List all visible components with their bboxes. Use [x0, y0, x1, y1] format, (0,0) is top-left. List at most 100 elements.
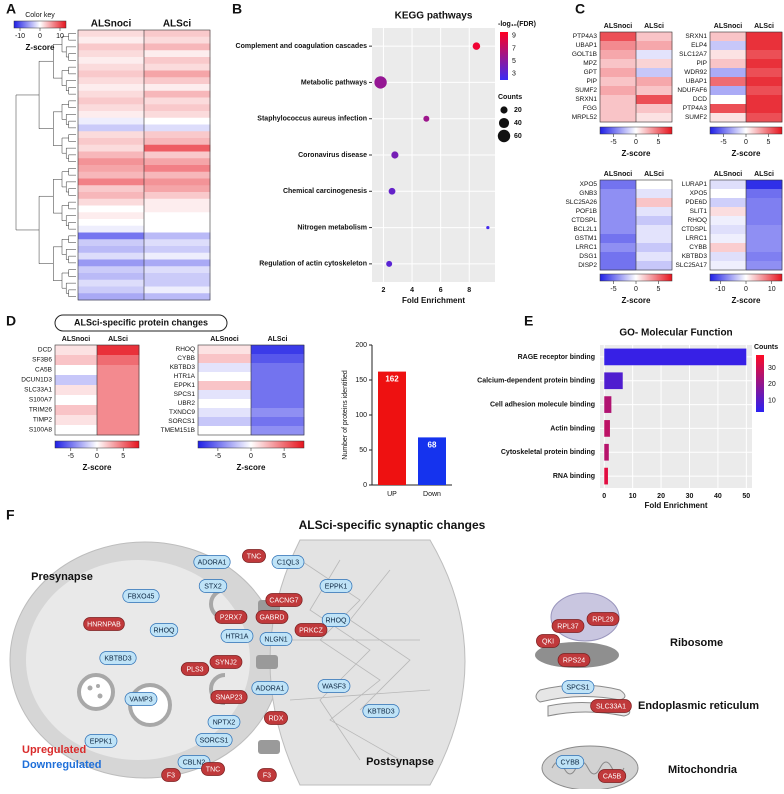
- heat-cell: [144, 57, 211, 65]
- panel-label: C: [575, 1, 585, 17]
- heat-cell: [55, 405, 98, 416]
- row-label: PTP4A3: [683, 105, 708, 112]
- heat-cell: [251, 381, 305, 391]
- x-tick-label: 6: [439, 287, 443, 294]
- group-title: ALSci-specific protein changes: [74, 317, 208, 327]
- heat-cell: [710, 198, 747, 208]
- heat-cell: [78, 225, 145, 233]
- heat-cell: [78, 286, 145, 294]
- heat-cell: [144, 286, 211, 294]
- protein-label: FBXO45: [128, 593, 155, 600]
- y-tick-label: Complement and coagulation cascades: [236, 43, 368, 50]
- heat-cell: [710, 104, 747, 114]
- heat-cell: [746, 198, 783, 208]
- heat-cell: [746, 32, 783, 42]
- heat-cell: [78, 70, 145, 78]
- y-tick-label: Staphylococcus aureus infection: [257, 116, 367, 123]
- compartment-label: Mitochondria: [668, 764, 738, 776]
- protein-down: [321, 613, 351, 627]
- y-tick-label: Cell adhesion molecule binding: [490, 401, 595, 408]
- heat-cell: [78, 124, 145, 132]
- vesicle-content: [97, 693, 103, 699]
- dendrogram: [65, 282, 76, 294]
- size-key-label: 60: [514, 133, 522, 140]
- colorbar: [13, 20, 67, 29]
- row-label: MRPL52: [572, 114, 598, 121]
- heat-cell: [144, 205, 211, 213]
- colorbar: [709, 126, 783, 135]
- protein-up: [214, 610, 248, 624]
- dendrogram: [68, 134, 76, 142]
- dendrogram: [68, 87, 76, 95]
- heat-cell: [78, 90, 145, 98]
- heat-cell: [746, 41, 783, 51]
- x-tick-label: 30: [686, 493, 694, 500]
- heat-cell: [97, 425, 140, 436]
- heat-cell: [636, 41, 673, 51]
- heat-cell: [144, 246, 211, 254]
- heat-cell: [78, 212, 145, 220]
- heat-cell: [198, 417, 252, 427]
- protein-up: [209, 655, 243, 669]
- heat-cell: [78, 84, 145, 92]
- heat-cell: [636, 77, 673, 87]
- heat-cell: [251, 372, 305, 382]
- legend-title: Counts: [754, 344, 778, 351]
- heat-cell: [636, 252, 673, 262]
- dendrogram: [65, 114, 76, 125]
- heat-cell: [144, 124, 211, 132]
- protein-label: WASF3: [322, 683, 346, 690]
- heat-cell: [198, 354, 252, 364]
- protein-up: [255, 610, 289, 624]
- protein-up: [551, 619, 585, 633]
- colorbar-tick-label: -5: [610, 286, 616, 293]
- row-label: UBR2: [178, 400, 196, 407]
- heat-cell: [600, 59, 637, 69]
- heat-cell: [746, 59, 783, 69]
- colorbar-tick-label: -5: [68, 453, 74, 460]
- colorbar-tick-label: 5: [512, 58, 516, 65]
- heat-cell: [636, 189, 673, 199]
- heat-cell: [600, 95, 637, 105]
- protein-label: PLS3: [186, 666, 203, 673]
- protein-down: [84, 734, 118, 748]
- point: [472, 42, 481, 50]
- protein-label: VAMP3: [129, 696, 152, 703]
- heat-cell: [144, 158, 211, 166]
- protein-up: [161, 768, 181, 782]
- heat-cell: [97, 375, 140, 386]
- heat-cell: [710, 41, 747, 51]
- heat-cell: [710, 234, 747, 244]
- column-label: ALSnoci: [714, 171, 742, 178]
- x-tick-label: 50: [742, 493, 750, 500]
- protein-label: TNC: [247, 553, 261, 560]
- heat-cell: [144, 138, 211, 146]
- bar: [604, 396, 612, 413]
- protein-label: CYBB: [560, 759, 579, 766]
- column-label: ALSnoci: [714, 23, 742, 30]
- protein-label: PRKCZ: [299, 627, 323, 634]
- heat-cell: [251, 345, 305, 355]
- legend-title: -log₁₀(FDR): [498, 21, 536, 28]
- heat-cell: [198, 372, 252, 382]
- protein-down: [259, 632, 293, 646]
- protein-label: SYNJ2: [215, 659, 237, 666]
- row-label: NDUFAF6: [677, 87, 707, 94]
- y-tick-label: Actin binding: [550, 425, 595, 432]
- panel-label: F: [6, 507, 15, 523]
- heat-cell: [636, 59, 673, 69]
- protein-down: [555, 755, 585, 769]
- y-tick-label: 50: [359, 447, 367, 454]
- heat-cell: [746, 77, 783, 87]
- colorbar-tick-label: 0: [95, 453, 99, 460]
- heat-cell: [600, 68, 637, 78]
- x-tick-label: 20: [657, 493, 665, 500]
- row-label: RHOQ: [688, 217, 708, 224]
- chart-title: GO- Molecular Function: [619, 328, 732, 339]
- heat-cell: [600, 113, 637, 123]
- colorbar-tick-label: 9: [512, 33, 516, 40]
- row-label: GSTM1: [575, 235, 598, 242]
- heat-cell: [746, 243, 783, 253]
- mitochondrion: [541, 745, 639, 791]
